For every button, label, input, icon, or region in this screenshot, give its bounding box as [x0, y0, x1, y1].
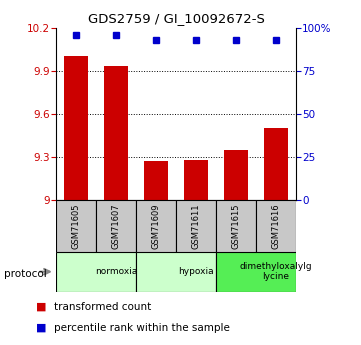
Bar: [144, 161, 168, 200]
Text: GSM71611: GSM71611: [191, 203, 200, 249]
Bar: [104, 66, 128, 200]
Text: GSM71615: GSM71615: [231, 203, 240, 249]
Bar: [224, 150, 248, 200]
Bar: [176, 200, 216, 252]
Bar: [256, 200, 296, 252]
Bar: [216, 200, 256, 252]
Text: ■: ■: [36, 302, 47, 312]
Text: ■: ■: [36, 323, 47, 333]
Text: GSM71616: GSM71616: [271, 203, 280, 249]
Text: hypoxia: hypoxia: [178, 267, 214, 276]
Bar: [184, 160, 208, 200]
Text: normoxia: normoxia: [95, 267, 137, 276]
Text: GSM71609: GSM71609: [152, 203, 161, 249]
Bar: [264, 128, 288, 200]
Bar: [56, 252, 136, 292]
Text: GSM71607: GSM71607: [112, 203, 121, 249]
Text: GSM71605: GSM71605: [71, 203, 81, 249]
Text: percentile rank within the sample: percentile rank within the sample: [54, 323, 230, 333]
Text: transformed count: transformed count: [54, 302, 151, 312]
Text: dimethyloxalylg
lycine: dimethyloxalylg lycine: [240, 262, 312, 282]
Text: protocol: protocol: [4, 269, 46, 279]
Bar: [136, 200, 176, 252]
Bar: [64, 56, 88, 200]
Bar: [96, 200, 136, 252]
Bar: [136, 252, 216, 292]
Bar: [56, 200, 96, 252]
Bar: [216, 252, 296, 292]
Title: GDS2759 / GI_10092672-S: GDS2759 / GI_10092672-S: [88, 12, 264, 25]
